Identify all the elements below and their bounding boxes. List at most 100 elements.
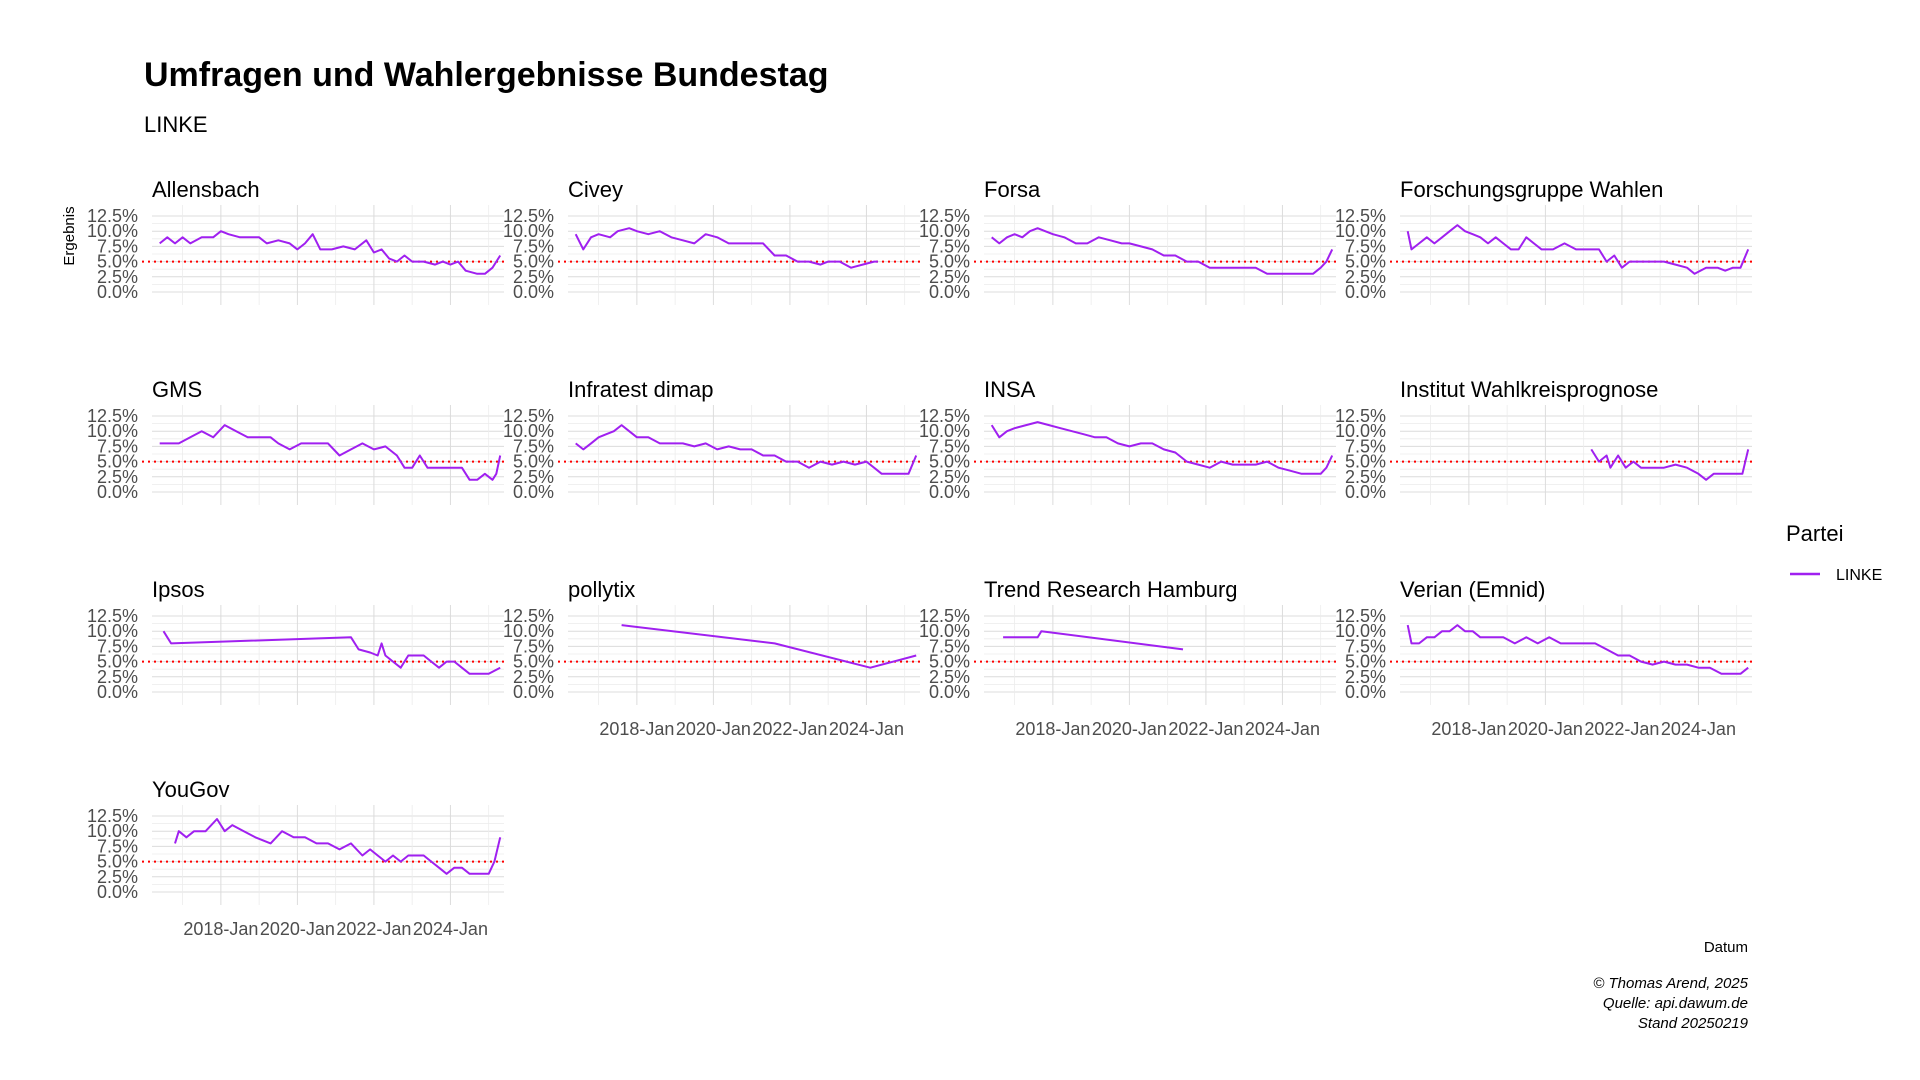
series-line-linke <box>1003 630 1184 651</box>
y-tick-label: 5.0% <box>513 652 554 672</box>
x-tick-label: 2020-Jan <box>260 919 335 939</box>
y-tick-label: 7.5% <box>97 436 138 456</box>
y-tick-label: 2.5% <box>97 667 138 687</box>
facet-forschungsgruppe-wahlen: Forschungsgruppe Wahlen0.0%2.5%5.0%7.5%1… <box>1335 177 1752 305</box>
y-tick-label: 2.5% <box>513 467 554 487</box>
y-tick-label: 10.0% <box>1335 221 1386 241</box>
y-tick-label: 12.5% <box>919 606 970 626</box>
y-tick-label: 5.0% <box>97 852 138 872</box>
series-line-linke <box>574 227 878 269</box>
series-line-linke <box>575 424 918 475</box>
x-tick-label: 2024-Jan <box>829 719 904 739</box>
y-tick-label: 0.0% <box>513 682 554 702</box>
y-tick-label: 10.0% <box>503 421 554 441</box>
y-tick-label: 5.0% <box>97 452 138 472</box>
facet-label-ipsos: Ipsos <box>152 577 205 602</box>
y-tick-label: 0.0% <box>929 682 970 702</box>
facet-trend-research-hamburg: Trend Research Hamburg 0.0%2.5%5.0%7.5%10… <box>919 577 1336 739</box>
facet-pollytix: pollytix 0.0%2.5%5.0%7.5%10.0%12.5% 2018-J… <box>503 577 920 739</box>
series-line-linke <box>1590 448 1750 481</box>
x-tick-label: 2024-Jan <box>413 919 488 939</box>
y-tick-label: 7.5% <box>1345 636 1386 656</box>
y-tick-label: 10.0% <box>1335 421 1386 441</box>
y-tick-label: 0.0% <box>1345 682 1386 702</box>
y-tick-label: 7.5% <box>97 236 138 256</box>
y-tick-label: 7.5% <box>513 636 554 656</box>
y-tick-label: 7.5% <box>513 436 554 456</box>
series-line-linke <box>991 227 1334 275</box>
y-tick-label: 5.0% <box>1345 452 1386 472</box>
facet-institut-wahlkreisprognose: Institut Wahlkreisprognose 0.0%2.5%5.0%7.… <box>1335 377 1752 505</box>
x-tick-label: 2018-Jan <box>183 919 258 939</box>
facet-label-civey: Civey <box>568 177 623 202</box>
x-tick-label: 2018-Jan <box>1431 719 1506 739</box>
y-tick-label: 5.0% <box>929 652 970 672</box>
y-tick-label: 10.0% <box>1335 621 1386 641</box>
y-tick-label: 12.5% <box>87 806 138 826</box>
x-tick-label: 2024-Jan <box>1245 719 1320 739</box>
facet-gms: GMS 0.0%2.5%5.0%7.5%10.0%12.5% <box>87 377 504 505</box>
y-tick-label: 5.0% <box>97 252 138 272</box>
y-tick-label: 10.0% <box>503 621 554 641</box>
facet-verian-emnid: Verian (Emnid) 0.0%2.5%5.0%7.5%10.0%12.5%… <box>1335 577 1752 739</box>
caption: © Thomas Arend, 2025 Quelle: api.dawum.d… <box>1593 975 1748 1032</box>
y-tick-label: 2.5% <box>929 667 970 687</box>
y-tick-label: 12.5% <box>1335 406 1386 426</box>
series-line-linke <box>990 421 1334 475</box>
series-line-linke <box>159 230 502 275</box>
x-tick-label: 2018-Jan <box>599 719 674 739</box>
y-tick-label: 0.0% <box>513 282 554 302</box>
facet-label-verian-emnid: Verian (Emnid) <box>1400 577 1546 602</box>
facet-label-forsa: Forsa <box>984 177 1041 202</box>
caption-line-source: Quelle: api.dawum.de <box>1603 995 1748 1012</box>
x-axis-label: Datum <box>1704 939 1748 956</box>
y-tick-label: 2.5% <box>929 267 970 287</box>
x-tick-label: 2022-Jan <box>336 919 411 939</box>
y-tick-label: 2.5% <box>1345 467 1386 487</box>
facet-insa: INSA 0.0%2.5%5.0%7.5%10.0%12.5% <box>919 377 1336 505</box>
facet-label-forschungsgruppe-wahlen: Forschungsgruppe Wahlen <box>1400 177 1663 202</box>
facet-ipsos: Ipsos 0.0%2.5%5.0%7.5%10.0%12.5% <box>87 577 504 705</box>
facet-yougov: YouGov 0.0%2.5%5.0%7.5%10.0%12.5% 2018-Jan… <box>87 777 504 939</box>
facet-label-allensbach: Allensbach <box>152 177 260 202</box>
y-tick-label: 0.0% <box>1345 482 1386 502</box>
y-axis-label: Ergebnis <box>61 206 78 265</box>
facet-label-gms: GMS <box>152 377 202 402</box>
series-line-linke <box>162 630 501 675</box>
x-tick-label: 2020-Jan <box>1092 719 1167 739</box>
y-tick-label: 12.5% <box>503 606 554 626</box>
y-tick-label: 10.0% <box>87 221 138 241</box>
series-line-linke <box>1406 624 1749 675</box>
facet-label-yougov: YouGov <box>152 777 229 802</box>
y-tick-label: 12.5% <box>87 406 138 426</box>
y-tick-label: 0.0% <box>97 482 138 502</box>
y-tick-label: 5.0% <box>929 452 970 472</box>
y-tick-label: 12.5% <box>87 606 138 626</box>
y-tick-label: 0.0% <box>1345 282 1386 302</box>
y-tick-label: 10.0% <box>919 621 970 641</box>
y-tick-label: 12.5% <box>919 206 970 226</box>
y-tick-label: 0.0% <box>929 282 970 302</box>
facet-infratest-dimap: Infratest dimap 0.0%2.5%5.0%7.5%10.0%12.5… <box>503 377 920 505</box>
chart-title: Umfragen und Wahlergebnisse Bundestag <box>144 56 829 94</box>
y-tick-label: 12.5% <box>1335 206 1386 226</box>
y-tick-label: 12.5% <box>919 406 970 426</box>
facet-label-trend-research-hamburg: Trend Research Hamburg <box>984 577 1238 602</box>
caption-line-author: © Thomas Arend, 2025 <box>1593 975 1748 992</box>
y-tick-label: 0.0% <box>929 482 970 502</box>
chart-subtitle: LINKE <box>144 112 208 137</box>
legend-item-linke: LINKE <box>1836 567 1882 584</box>
y-tick-label: 12.5% <box>503 206 554 226</box>
y-tick-label: 10.0% <box>87 421 138 441</box>
x-tick-label: 2020-Jan <box>1508 719 1583 739</box>
facet-civey: Civey 0.0%2.5%5.0%7.5%10.0%12.5% <box>503 177 920 305</box>
y-tick-label: 2.5% <box>97 467 138 487</box>
y-tick-label: 0.0% <box>97 882 138 902</box>
legend-title: Partei <box>1786 521 1843 546</box>
facet-allensbach: Allensbach 0.0%2.5%5.0%7.5%10.0%12.5% <box>87 177 504 305</box>
facet-label-insa: INSA <box>984 377 1036 402</box>
x-tick-label: 2022-Jan <box>1168 719 1243 739</box>
y-tick-label: 7.5% <box>929 236 970 256</box>
y-tick-label: 2.5% <box>97 267 138 287</box>
